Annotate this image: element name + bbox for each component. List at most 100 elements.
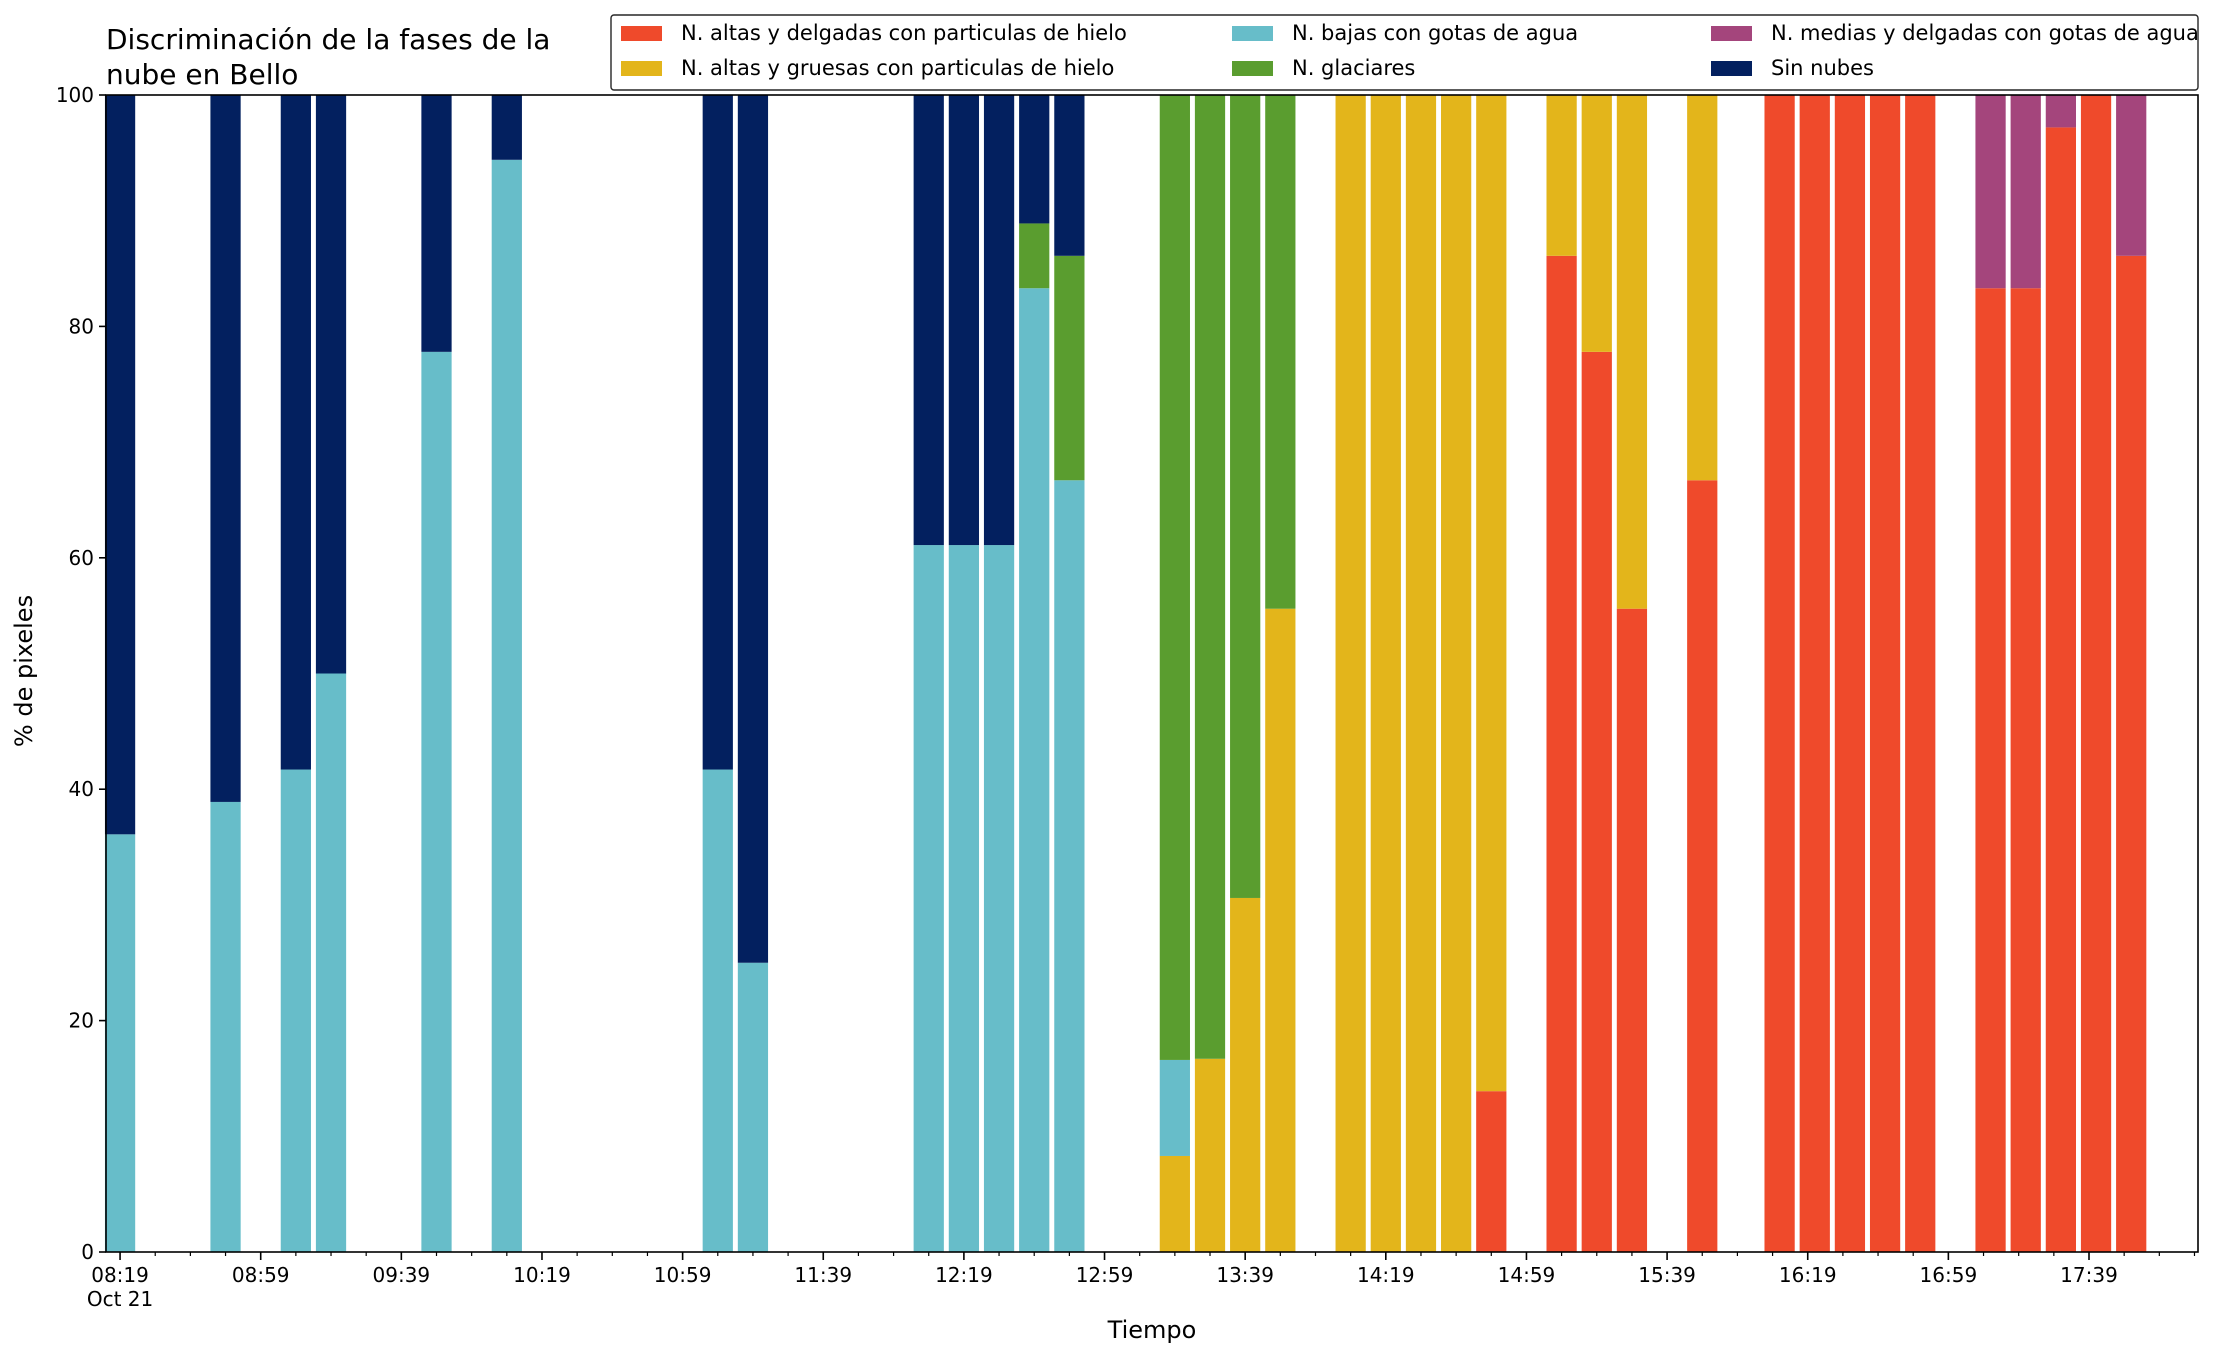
bar-segment-gla-11 xyxy=(1019,223,1050,289)
y-tick-label-20: 20 xyxy=(69,1009,94,1033)
bar-segment-ahi-31 xyxy=(1975,288,2006,1253)
bar-segment-sin-12 xyxy=(1054,95,1085,256)
bar-segment-bga-6 xyxy=(702,769,733,1252)
bar-segment-bga-0 xyxy=(104,834,136,1252)
x-tick-label-7: 12:59 xyxy=(1076,1263,1134,1287)
x-tick-label-3: 10:19 xyxy=(513,1263,571,1287)
bar-segment-bga-1 xyxy=(210,801,241,1252)
bar-segment-ahi-34 xyxy=(2080,95,2112,1252)
bar-segment-agi-18 xyxy=(1370,95,1401,1252)
legend-swatch-sin xyxy=(1711,61,1752,76)
bar-segment-sin-10 xyxy=(983,95,1015,546)
bar-segment-agi-24 xyxy=(1616,95,1648,609)
bar-segment-bga-13 xyxy=(1159,1059,1190,1156)
bar-segment-agi-19 xyxy=(1405,95,1437,1252)
bar-segment-sin-7 xyxy=(737,95,769,963)
legend-swatch-mda xyxy=(1711,26,1752,41)
legend: N. altas y delgadas con particulas de hi… xyxy=(610,14,2199,91)
legend-swatch-gla xyxy=(1232,61,1273,76)
bar-segment-sin-8 xyxy=(913,95,944,546)
bar-segment-bga-3 xyxy=(315,673,347,1252)
bar-segment-agi-22 xyxy=(1546,95,1577,256)
bar-segment-sin-0 xyxy=(104,95,136,835)
bar-segment-ahi-26 xyxy=(1764,95,1795,1252)
bar-segment-ahi-21 xyxy=(1476,1091,1507,1252)
bar-segment-ahi-25 xyxy=(1687,480,1718,1252)
bar-segment-agi-21 xyxy=(1476,95,1507,1092)
y-axis-label: % de pixeles xyxy=(10,595,38,747)
bar-segment-agi-20 xyxy=(1441,95,1472,1252)
legend-label-sin: Sin nubes xyxy=(1771,56,1874,80)
bar-segment-bga-7 xyxy=(737,962,769,1252)
bar-segment-ahi-23 xyxy=(1581,351,1612,1253)
x-tick-label-1: 08:59 xyxy=(232,1263,290,1287)
y-tick-label-60: 60 xyxy=(69,546,94,570)
bar-segment-sin-2 xyxy=(280,95,311,770)
bar-segment-sin-4 xyxy=(421,95,452,352)
x-tick-label-12: 16:19 xyxy=(1779,1263,1837,1287)
x-axis-label: Tiempo xyxy=(1107,1316,1197,1344)
bar-segment-sin-11 xyxy=(1019,95,1050,224)
bar-segment-bga-10 xyxy=(983,545,1015,1252)
legend-label-gla: N. glaciares xyxy=(1292,56,1415,80)
bar-segment-gla-14 xyxy=(1194,95,1226,1059)
bar-segment-mda-32 xyxy=(2010,95,2041,289)
bar-segment-bga-8 xyxy=(913,545,944,1252)
bar-segment-sin-3 xyxy=(315,95,347,674)
chart-title-line-1: Discriminación de la fases de la xyxy=(106,23,550,56)
x-tick-label-5: 11:39 xyxy=(794,1263,852,1287)
x-tick-label-0: 08:19 xyxy=(91,1263,149,1287)
bar-segment-bga-12 xyxy=(1054,480,1085,1252)
bar-segment-sin-9 xyxy=(948,95,980,546)
bar-segment-gla-12 xyxy=(1054,255,1085,481)
legend-swatch-ahi xyxy=(621,26,662,41)
bar-segment-agi-16 xyxy=(1265,608,1296,1252)
bar-segment-ahi-30 xyxy=(1905,95,1936,1252)
chart-title: Discriminación de la fases de la nube en… xyxy=(106,23,550,91)
bar-segment-gla-13 xyxy=(1159,95,1190,1060)
bar-segment-bga-11 xyxy=(1019,288,1050,1253)
bar-segment-sin-1 xyxy=(210,95,241,802)
bar-segment-bga-9 xyxy=(948,545,980,1252)
x-tick-label-11: 15:39 xyxy=(1638,1263,1696,1287)
bar-segment-agi-13 xyxy=(1159,1155,1190,1252)
bar-segment-ahi-22 xyxy=(1546,255,1577,1252)
x-tick-label-9: 14:19 xyxy=(1357,1263,1415,1287)
x-tick-label-8: 13:39 xyxy=(1216,1263,1274,1287)
x-tick-label-10: 14:59 xyxy=(1498,1263,1556,1287)
x-tick-label-13: 16:59 xyxy=(1920,1263,1978,1287)
bar-segment-bga-4 xyxy=(421,351,452,1253)
bar-segment-ahi-29 xyxy=(1869,95,1901,1252)
x-tick-sublabel-0: Oct 21 xyxy=(87,1287,153,1311)
bar-segment-sin-6 xyxy=(702,95,733,770)
bar-segment-ahi-32 xyxy=(2010,288,2041,1253)
bar-segment-mda-31 xyxy=(1975,95,2006,289)
legend-swatch-agi xyxy=(621,61,662,76)
bar-segment-ahi-28 xyxy=(1834,95,1866,1252)
bar-segment-bga-2 xyxy=(280,769,311,1252)
y-tick-label-0: 0 xyxy=(81,1240,94,1264)
legend-label-bga: N. bajas con gotas de agua xyxy=(1292,21,1578,45)
bar-segment-gla-16 xyxy=(1265,95,1296,609)
x-tick-label-2: 09:39 xyxy=(373,1263,431,1287)
legend-box xyxy=(610,14,2199,91)
chart-title-line-2: nube en Bello xyxy=(106,58,298,91)
bar-segment-ahi-33 xyxy=(2045,127,2076,1252)
legend-label-mda: N. medias y delgadas con gotas de agua xyxy=(1771,21,2199,45)
bar-segment-gla-15 xyxy=(1230,95,1261,898)
x-tick-label-6: 12:19 xyxy=(935,1263,993,1287)
bar-segment-ahi-27 xyxy=(1799,95,1830,1252)
bar-segment-ahi-35 xyxy=(2116,255,2147,1252)
y-axis: 0 20 40 60 80 100 xyxy=(56,83,106,1264)
bars-layer xyxy=(104,95,2147,1253)
legend-label-agi: N. altas y gruesas con particulas de hie… xyxy=(681,56,1114,80)
legend-label-ahi: N. altas y delgadas con particulas de hi… xyxy=(681,21,1127,45)
y-tick-label-40: 40 xyxy=(69,777,94,801)
y-tick-label-80: 80 xyxy=(69,314,94,338)
bar-segment-agi-23 xyxy=(1581,95,1612,352)
bar-segment-agi-25 xyxy=(1687,95,1718,481)
bar-segment-mda-35 xyxy=(2116,95,2147,256)
x-tick-label-14: 17:39 xyxy=(2060,1263,2118,1287)
